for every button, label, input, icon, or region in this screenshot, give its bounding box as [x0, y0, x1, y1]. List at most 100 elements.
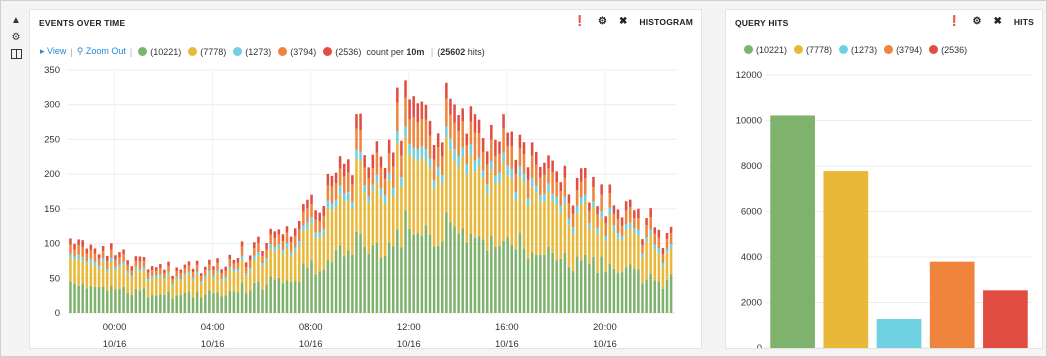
legend-label: (1273) — [851, 45, 878, 55]
histogram-bar-segment — [81, 256, 84, 261]
histogram-bar-segment — [641, 253, 644, 258]
histogram-bar-segment — [204, 294, 207, 313]
histogram-bar-segment — [101, 286, 105, 313]
panel-type-label: HITS — [1013, 17, 1034, 27]
histogram-bar-segment — [571, 233, 575, 272]
histogram-bar-segment — [134, 269, 138, 289]
histogram-bar-segment — [449, 114, 452, 139]
histogram-bar-segment — [330, 186, 334, 204]
legend-item[interactable]: (2536) — [927, 45, 967, 55]
view-toggle[interactable]: ▸ View — [40, 46, 67, 56]
histogram-bar-segment — [665, 232, 669, 240]
legend-item[interactable]: (3794) — [276, 46, 316, 57]
hits-bar[interactable] — [823, 171, 869, 348]
histogram-bar-segment — [473, 172, 477, 238]
x-tick-time: 00:00 — [103, 322, 127, 333]
gear-icon[interactable]: ⚙ — [972, 16, 982, 27]
histogram-bar-segment — [150, 275, 154, 279]
histogram-bar-segment — [424, 160, 428, 226]
y-tick-label: 300 — [44, 100, 60, 111]
histogram-bar-segment — [261, 289, 264, 313]
hits-bar[interactable] — [876, 319, 922, 348]
info-icon[interactable]: ❗ — [573, 16, 587, 27]
histogram-bar-segment — [608, 193, 612, 208]
histogram-bar-segment — [584, 194, 587, 201]
histogram-bar-segment — [608, 263, 612, 313]
histogram-bar-segment — [355, 149, 358, 159]
legend-item[interactable]: (7778) — [792, 45, 832, 55]
histogram-bar-segment — [248, 270, 252, 291]
histogram-bar-segment — [248, 260, 252, 269]
histogram-bar-segment — [326, 200, 330, 208]
histogram-bar-segment — [633, 210, 636, 219]
histogram-bar-segment — [228, 269, 232, 291]
hits-bar[interactable] — [929, 261, 975, 348]
legend-dot — [278, 46, 288, 56]
histogram-bar-segment — [620, 225, 624, 237]
histogram-bar-segment — [208, 270, 211, 274]
histogram-bar-segment — [559, 191, 563, 206]
legend-item[interactable]: (10221) — [742, 45, 787, 55]
legend-item[interactable]: (2536) — [321, 46, 361, 57]
info-icon[interactable]: ❗ — [948, 16, 961, 27]
histogram-bar-segment — [494, 175, 497, 184]
histogram-bar-segment — [530, 252, 534, 313]
histogram-bar-segment — [183, 268, 187, 274]
histogram-bar-segment — [445, 82, 448, 99]
histogram-bar-segment — [665, 248, 669, 253]
histogram-bar-segment — [620, 240, 624, 273]
legend-item[interactable]: (7778) — [186, 46, 226, 57]
histogram-bar-segment — [547, 168, 550, 184]
panel-title: EVENTS OVER TIME — [39, 18, 126, 28]
x-tick-date: 10/16 — [201, 339, 225, 350]
histogram-bar-segment — [232, 271, 236, 292]
x-tick-time: 12:00 — [397, 322, 421, 333]
gear-icon[interactable]: ⚙ — [11, 32, 21, 43]
histogram-bar-segment — [669, 226, 673, 234]
histogram-bar-segment — [298, 228, 301, 242]
histogram-bar-segment — [138, 290, 142, 313]
close-icon[interactable]: ✖ — [993, 16, 1002, 27]
histogram-bar-segment — [624, 210, 628, 225]
histogram-bar-segment — [555, 196, 558, 205]
histogram-bar-segment — [469, 106, 473, 122]
histogram-bar-segment — [641, 239, 644, 246]
histogram-bar-segment — [228, 290, 232, 313]
histogram-bar-segment — [624, 267, 628, 313]
hits-bar[interactable] — [983, 290, 1028, 348]
histogram-bar-segment — [69, 244, 72, 254]
histogram-bar-segment — [588, 210, 591, 223]
histogram-bar-segment — [351, 254, 354, 313]
events-over-time-chart[interactable]: 0 50 100 150 200 250 300 350 00:00 10/16 04:00 10/1… — [30, 60, 702, 350]
histogram-bar-segment — [114, 267, 117, 270]
legend-item[interactable]: (3794) — [882, 45, 922, 55]
histogram-bar-segment — [73, 249, 76, 257]
histogram-bar-segment — [236, 258, 240, 263]
zoom-out-link[interactable]: ⚲ Zoom Out — [76, 46, 126, 56]
gear-icon[interactable]: ⚙ — [598, 16, 608, 27]
histogram-bar-segment — [306, 222, 309, 230]
histogram-bar-segment — [244, 276, 248, 294]
x-tick-date: 10/16 — [593, 339, 617, 350]
legend-item[interactable]: (1273) — [837, 45, 877, 55]
histogram-bar-segment — [240, 246, 244, 256]
columns-icon[interactable] — [10, 49, 22, 61]
histogram-bar-segment — [534, 192, 538, 255]
histogram-bar-segment — [146, 281, 150, 298]
histogram-bar-segment — [559, 258, 563, 313]
query-hits-chart[interactable]: 0 2000 4000 6000 8000 10000 12000 — [726, 58, 1042, 348]
legend-item[interactable]: (10221) — [136, 46, 181, 57]
histogram-bar-segment — [445, 126, 448, 138]
histogram-bar-segment — [539, 166, 542, 178]
histogram-bar-segment — [522, 142, 526, 155]
histogram-bar-segment — [310, 194, 313, 205]
histogram-bar-segment — [110, 243, 113, 250]
hits-bar[interactable] — [770, 115, 815, 348]
histogram-bar-segment — [649, 235, 652, 274]
legend-item[interactable]: (1273) — [231, 46, 271, 57]
histogram-bar-segment — [298, 241, 301, 247]
caret-up-icon[interactable]: ▲ — [11, 15, 21, 26]
legend-label: (3794) — [896, 45, 923, 55]
histogram-bar-segment — [461, 108, 464, 122]
close-icon[interactable]: ✖ — [619, 16, 628, 27]
